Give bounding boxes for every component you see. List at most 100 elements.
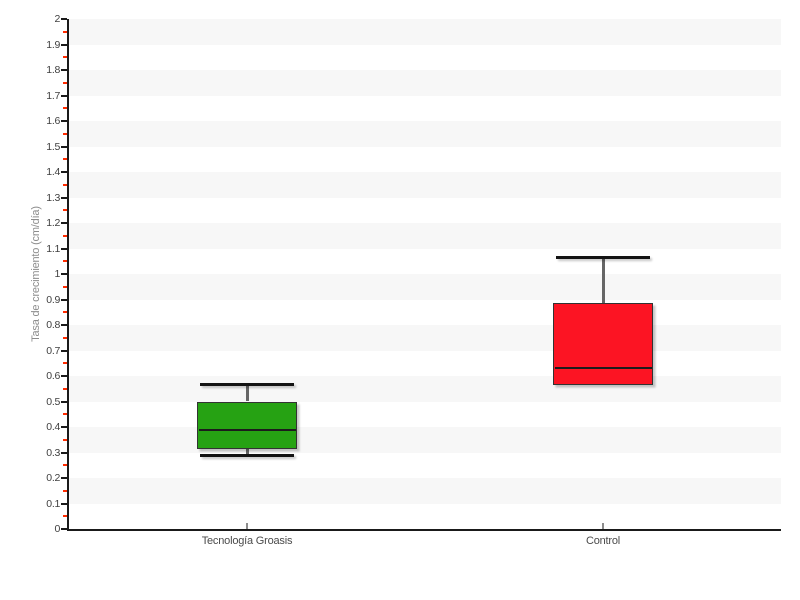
plot-band <box>69 325 781 351</box>
x-tick-label-control: Control <box>585 535 621 547</box>
y-tick-label: 1.3 <box>46 191 60 204</box>
y-minor-tick <box>63 132 67 135</box>
y-major-tick <box>61 400 67 403</box>
y-tick-label: 0.8 <box>46 319 60 331</box>
x-tick-label-tecnologia-groasis: Tecnología Groasis <box>201 535 293 547</box>
y-major-tick <box>61 171 67 173</box>
y-major-tick <box>61 375 67 377</box>
plot-band <box>69 70 781 96</box>
plot-band <box>69 172 781 198</box>
y-minor-tick <box>63 489 67 492</box>
y-gridline <box>69 44 781 46</box>
y-major-tick <box>61 196 67 199</box>
y-minor-tick <box>63 30 67 33</box>
y-major-tick <box>61 18 67 20</box>
y-major-tick <box>61 477 67 479</box>
y-minor-tick <box>63 311 67 314</box>
plot-band <box>69 274 781 300</box>
y-tick-label: 0.6 <box>46 370 60 382</box>
y-gridline <box>69 503 781 505</box>
plot-band <box>69 376 781 402</box>
plot-band <box>69 478 781 504</box>
y-major-tick <box>61 451 67 454</box>
y-minor-tick <box>63 107 67 110</box>
y-minor-tick <box>63 158 67 161</box>
y-tick-label: 1 <box>54 268 60 280</box>
y-tick-label: 0.5 <box>46 395 60 408</box>
x-axis-line <box>67 529 781 531</box>
whisker-upper-cap-tecnologia-groasis <box>200 383 294 387</box>
y-tick-label: 0.2 <box>46 472 60 484</box>
y-minor-tick <box>63 209 67 212</box>
y-major-tick <box>61 94 67 97</box>
y-tick-label: 1.4 <box>46 166 60 178</box>
plot-band <box>69 121 781 147</box>
whisker-lower-cap-tecnologia-groasis <box>200 453 294 457</box>
y-minor-tick <box>63 438 67 441</box>
y-tick-label: 0.4 <box>46 421 60 433</box>
y-gridline <box>69 401 781 403</box>
whisker-upper-stem-control <box>601 257 605 304</box>
y-tick-label: 0.3 <box>46 446 60 459</box>
y-minor-tick <box>63 234 67 237</box>
y-minor-tick <box>63 81 67 84</box>
y-major-tick <box>61 324 67 326</box>
y-tick-label: 1.1 <box>46 242 60 255</box>
y-gridline <box>69 146 781 148</box>
plot-band <box>69 223 781 249</box>
y-gridline <box>69 350 781 352</box>
y-gridline <box>69 197 781 199</box>
y-major-tick <box>61 145 67 148</box>
y-minor-tick <box>63 464 67 467</box>
y-gridline <box>69 18 781 20</box>
y-major-tick <box>61 222 67 224</box>
y-tick-label: 0.7 <box>46 344 60 357</box>
plot-area <box>69 19 781 529</box>
y-major-tick <box>61 69 67 71</box>
y-minor-tick <box>63 413 67 416</box>
y-major-tick <box>61 120 67 122</box>
boxplot-median-tecnologia-groasis <box>198 428 296 431</box>
y-gridline <box>69 273 781 275</box>
y-gridline <box>69 426 781 428</box>
y-gridline <box>69 171 781 173</box>
y-minor-tick <box>63 260 67 263</box>
y-tick-label: 1.9 <box>46 38 60 51</box>
boxplot-box-control <box>553 303 653 385</box>
whisker-upper-cap-control <box>556 255 650 259</box>
y-major-tick <box>61 426 67 428</box>
y-tick-label: 0.9 <box>46 293 60 306</box>
y-axis-line <box>67 19 69 531</box>
y-gridline <box>69 95 781 97</box>
y-major-tick <box>61 43 67 46</box>
y-tick-label: 1.2 <box>46 217 60 229</box>
y-tick-label: 2 <box>54 13 60 25</box>
y-minor-tick <box>63 183 67 186</box>
y-minor-tick <box>63 285 67 288</box>
y-major-tick <box>61 502 67 505</box>
y-minor-tick <box>63 515 67 518</box>
y-major-tick <box>61 349 67 352</box>
y-gridline <box>69 452 781 454</box>
y-minor-tick <box>63 336 67 339</box>
y-major-tick <box>61 528 67 530</box>
y-tick-label: 1.5 <box>46 140 60 153</box>
y-major-tick <box>61 298 67 301</box>
whisker-lower-stem-tecnologia-groasis <box>245 448 249 456</box>
y-tick-label: 1.6 <box>46 115 60 127</box>
y-gridline <box>69 375 781 377</box>
y-major-tick <box>61 247 67 250</box>
y-tick-label: 0 <box>54 523 60 535</box>
y-tick-label: 1.7 <box>46 89 60 102</box>
y-gridline <box>69 477 781 479</box>
boxplot-box-tecnologia-groasis <box>197 401 297 449</box>
y-tick-label: 1.8 <box>46 64 60 76</box>
x-tick <box>246 523 248 529</box>
x-tick <box>602 523 604 529</box>
y-gridline <box>69 299 781 301</box>
y-minor-tick <box>63 387 67 390</box>
plot-band <box>69 19 781 45</box>
y-gridline <box>69 248 781 250</box>
y-gridline <box>69 69 781 71</box>
